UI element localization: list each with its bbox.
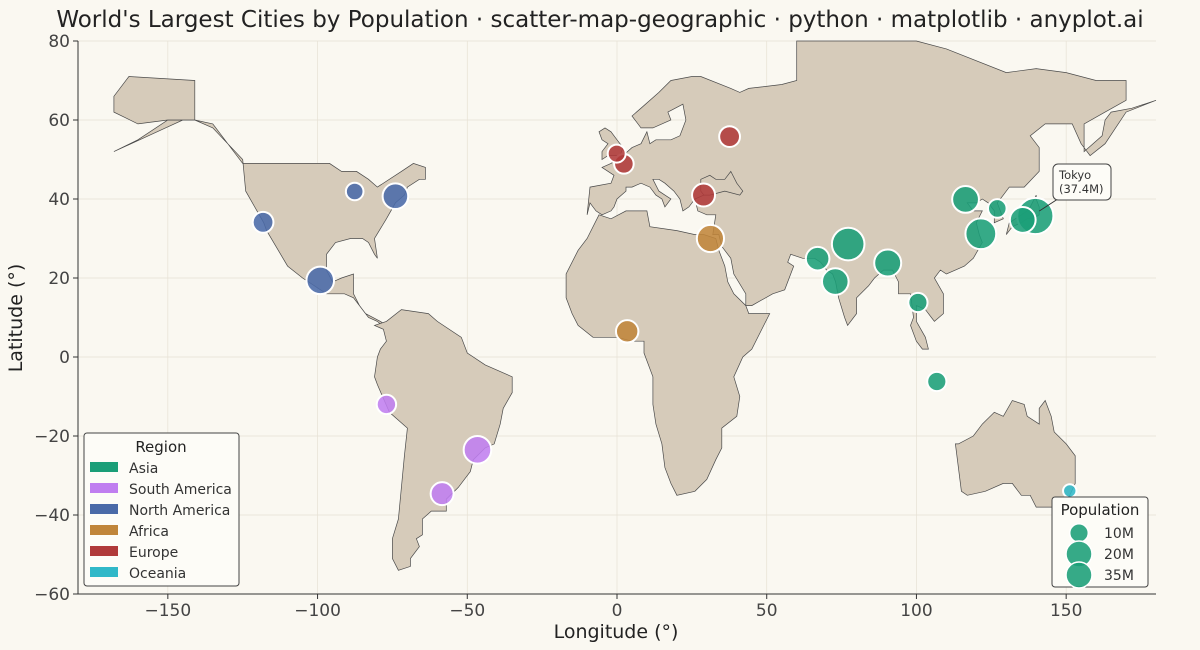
city-point [462,435,493,465]
city-point [429,481,455,507]
city-point [305,265,336,296]
city-point [691,182,717,208]
region-legend-swatch [90,567,118,577]
region-legend-frame [83,432,240,587]
region-legend-swatch [90,462,118,472]
axes: −150 −100 −50 0 50 100 150 80 60 40 20 0 −20 −40 −60 [34,32,1156,621]
annotation-label-population: (37.4M) [1059,182,1104,196]
tokyo-annotation: Tokyo (37.4M) [1039,163,1112,212]
land-polygon [373,309,513,571]
city-point [695,223,726,254]
y-tick-label: 20 [48,269,70,289]
region-legend-swatch [90,483,118,493]
land-polygon [565,210,771,496]
x-tick-label: −100 [294,601,341,621]
city-point [251,210,275,234]
region-legend: Region Asia South America North America Afr… [83,432,240,587]
city-point [1008,206,1037,234]
y-tick-label: 40 [48,190,70,210]
annotation-box [1052,163,1112,201]
city-point [606,143,627,164]
land-polygon [113,76,196,125]
city-point [873,248,903,278]
city-point [344,181,365,202]
x-tick-label: 0 [612,601,623,621]
x-tick-label: −50 [449,601,485,621]
x-tick-label: −150 [144,601,191,621]
x-axis-label: Longitude (°) [554,621,679,643]
y-tick-label: −20 [34,427,70,447]
data-points [251,125,1078,507]
chart-title: World's Largest Cities by Population · s… [56,7,1143,33]
population-legend-label: 20M [1104,547,1134,563]
x-tick-label: 100 [900,601,932,621]
city-point [907,291,929,314]
y-tick-label: 0 [59,348,70,368]
region-legend-swatch [90,525,118,535]
city-point [820,267,850,296]
y-axis-label: Latitude (°) [5,264,27,373]
city-point [614,319,640,344]
city-point [804,245,831,272]
population-legend-marker [1065,561,1093,589]
population-legend-label: 35M [1104,568,1134,584]
city-point [986,198,1008,219]
region-legend-swatch [90,504,118,514]
region-legend-label: South America [129,482,232,498]
population-legend-label: 10M [1104,526,1134,542]
x-tick-label: 150 [1050,601,1082,621]
region-legend-label: Oceania [129,566,186,582]
y-tick-label: 80 [48,32,70,52]
y-tick-label: 60 [48,111,70,131]
land-polygon [955,399,1076,508]
y-tick-label: −60 [34,585,70,605]
city-point [381,182,410,211]
city-point [1062,483,1078,499]
region-legend-title: Region [135,438,186,456]
population-legend: Population 10M 20M 35M [1051,496,1149,589]
region-legend-swatch [90,546,118,556]
city-point [375,393,398,416]
annotation-label-city: Tokyo [1058,168,1091,182]
region-legend-label: Europe [129,545,178,561]
population-legend-title: Population [1061,501,1140,519]
region-legend-label: North America [129,503,230,519]
city-point [926,370,948,393]
land-masses [113,40,1157,571]
x-tick-label: 50 [756,601,778,621]
city-point [951,184,980,214]
region-legend-label: Africa [129,524,169,540]
region-legend-label: Asia [129,461,158,477]
population-legend-marker [1068,522,1090,544]
city-point [964,217,998,251]
y-tick-label: −40 [34,506,70,526]
city-point [718,125,741,148]
city-point [830,226,866,262]
